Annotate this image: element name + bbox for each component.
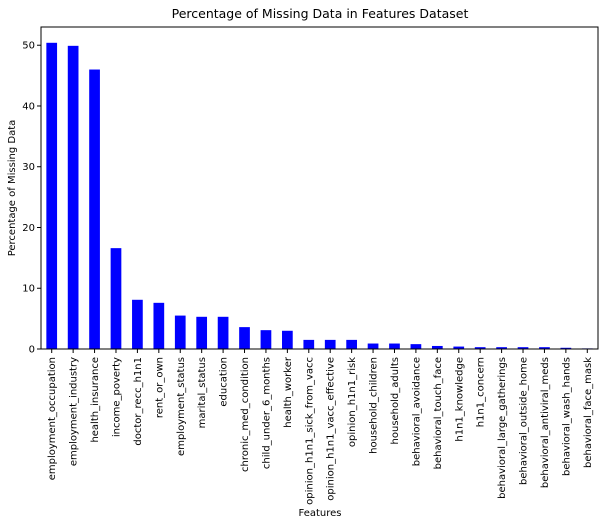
bar-health_insurance [89, 69, 100, 349]
x-tick-label: behavioral_outside_home [519, 357, 530, 485]
x-tick-label: child_under_6_months [261, 357, 272, 469]
bar-employment_status [174, 315, 186, 349]
y-axis: 0 10 20 30 40 50 [22, 41, 41, 356]
x-axis-label: Features [299, 508, 342, 519]
x-tick-label: doctor_recc_h1n1 [133, 357, 144, 446]
x-tick-label: employment_status [176, 357, 187, 456]
bar-h1n1_knowledge [453, 346, 465, 349]
y-tick-label: 0 [29, 345, 35, 356]
y-tick-label: 10 [22, 284, 35, 295]
bar-doctor_recc_h1n1 [132, 299, 143, 349]
x-tick-label: h1n1_knowledge [454, 357, 465, 442]
x-tick-label: behavioral_touch_face [433, 357, 444, 469]
bar-behavioral_touch_face [431, 345, 443, 349]
x-tick-label: household_adults [390, 357, 401, 444]
y-tick-label: 20 [22, 223, 35, 234]
bar-behavioral_antiviral_meds [539, 347, 550, 349]
x-axis: employment_occupation employment_industry… [47, 349, 594, 505]
x-tick-label: behavioral_antiviral_meds [540, 357, 551, 488]
x-tick-label: employment_occupation [47, 357, 58, 480]
x-tick-label: behavioral_face_mask [583, 357, 594, 468]
x-tick-label: marital_status [197, 357, 208, 428]
bar-health_worker [282, 330, 293, 349]
bar-income_poverty [110, 248, 122, 349]
x-tick-label: behavioral_avoidance [411, 357, 422, 466]
bar-household_children [367, 343, 379, 349]
x-tick-label: rent_or_own [154, 357, 165, 418]
bar-employment_industry [67, 45, 79, 350]
bar-child_under_6_months [260, 330, 272, 349]
x-tick-label: health_insurance [90, 357, 101, 443]
x-tick-label: employment_industry [69, 357, 80, 466]
chart-title: Percentage of Missing Data in Features D… [172, 6, 469, 21]
y-tick-label: 50 [22, 41, 35, 52]
bar-behavioral_outside_home [517, 347, 529, 349]
x-tick-label: opinion_h1n1_risk [347, 357, 358, 447]
bar-chronic_med_condition [239, 327, 250, 349]
bar-education [217, 316, 229, 349]
bar-marital_status [196, 316, 208, 349]
bar-employment_occupation [46, 42, 58, 349]
bar-household_adults [389, 343, 400, 349]
x-tick-label: education [219, 357, 230, 407]
x-tick-label: household_children [369, 357, 380, 454]
bars-group [46, 42, 593, 350]
bar-opinion_h1n1_vacc_effective [324, 339, 336, 349]
bar-opinion_h1n1_sick_from_vacc [303, 339, 315, 349]
y-tick-label: 40 [22, 101, 35, 112]
plot-frame [40, 26, 599, 350]
x-tick-label: income_poverty [111, 357, 122, 437]
bar-rent_or_own [153, 302, 165, 349]
x-tick-label: opinion_h1n1_sick_from_vacc [304, 357, 315, 505]
x-tick-label: h1n1_concern [476, 357, 487, 427]
bar-h1n1_concern [474, 347, 486, 349]
y-tick-label: 30 [22, 162, 35, 173]
bar-behavioral_wash_hands [560, 347, 572, 349]
bar-behavioral_large_gatherings [496, 347, 507, 349]
bar-behavioral_avoidance [410, 344, 422, 349]
y-axis-label: Percentage of Missing Data [7, 120, 18, 257]
bar-opinion_h1n1_risk [346, 339, 357, 349]
x-tick-label: chronic_med_condition [240, 357, 251, 472]
x-tick-label: opinion_h1n1_vacc_effective [326, 357, 337, 501]
x-tick-label: behavioral_large_gatherings [497, 357, 508, 499]
x-tick-label: behavioral_wash_hands [561, 357, 572, 476]
x-tick-label: health_worker [283, 356, 294, 428]
